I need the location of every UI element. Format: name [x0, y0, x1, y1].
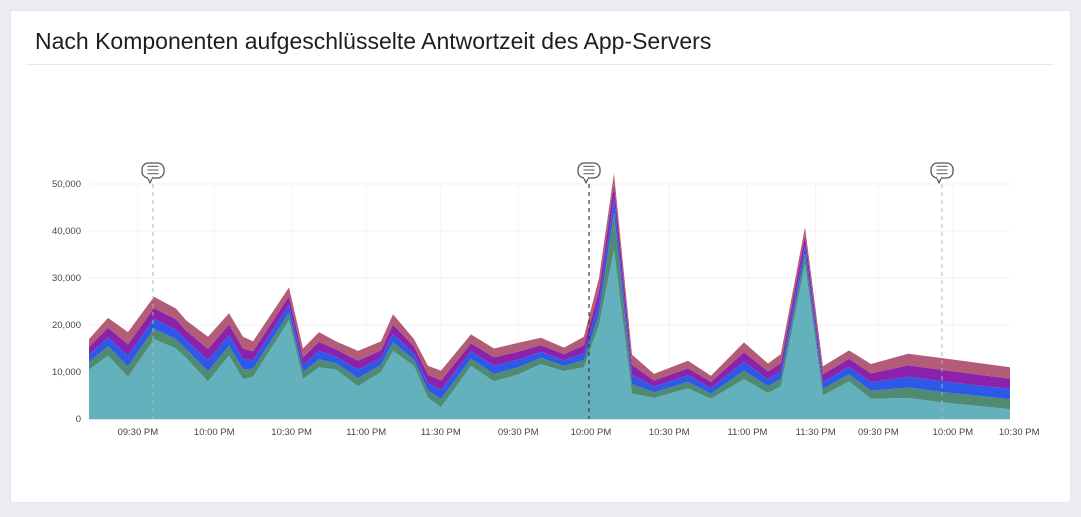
x-tick-label: 11:00 PM [346, 427, 386, 438]
annotation-marker[interactable] [577, 162, 601, 419]
y-tick-label: 10,000 [52, 367, 81, 378]
y-tick-label: 40,000 [52, 226, 81, 237]
x-tick-label: 11:00 PM [728, 427, 768, 438]
x-tick-label: 11:30 PM [421, 427, 461, 438]
stacked-area-chart-svg[interactable]: 0 10,000 20,000 30,000 40,000 50,000 09:30 PM 1… [11, 11, 1072, 504]
x-tick-label: 10:30 PM [271, 427, 312, 438]
annotation-note-bubble-icon[interactable] [141, 162, 165, 184]
x-tick-label: 10:00 PM [933, 427, 974, 438]
annotation-note-bubble-icon[interactable] [577, 162, 601, 184]
chart-area[interactable]: 0 10,000 20,000 30,000 40,000 50,000 09:30 PM 1… [11, 11, 1072, 504]
x-tick-label: 10:00 PM [194, 427, 235, 438]
area-layer-layer-1[interactable] [89, 249, 1010, 419]
page-title: Nach Komponenten aufgeschlüsselte Antwor… [35, 28, 712, 54]
x-tick-label: 09:30 PM [858, 427, 899, 438]
area-layer-layer-3[interactable] [89, 198, 1010, 400]
chart-card: Nach Komponenten aufgeschlüsselte Antwor… [10, 10, 1071, 503]
annotation-marker[interactable] [930, 162, 954, 419]
annotation-marker[interactable] [141, 162, 165, 419]
title-divider [26, 64, 1054, 65]
x-tick-label: 09:30 PM [117, 427, 158, 438]
y-tick-label: 0 [76, 414, 81, 425]
annotation-note-bubble-icon[interactable] [930, 162, 954, 184]
x-tick-label: 10:30 PM [649, 427, 690, 438]
y-tick-label: 50,000 [52, 179, 81, 190]
x-tick-label: 10:30 PM [999, 427, 1040, 438]
area-layer-layer-4[interactable] [89, 184, 1010, 390]
x-tick-label: 09:30 PM [498, 427, 539, 438]
area-layers [89, 173, 1010, 419]
y-tick-label: 20,000 [52, 320, 81, 331]
x-tick-label: 11:30 PM [796, 427, 836, 438]
area-layer-layer-5[interactable] [89, 173, 1010, 382]
y-tick-label: 30,000 [52, 273, 81, 284]
area-layer-layer-2[interactable] [89, 212, 1010, 410]
x-tick-label: 10:00 PM [571, 427, 612, 438]
